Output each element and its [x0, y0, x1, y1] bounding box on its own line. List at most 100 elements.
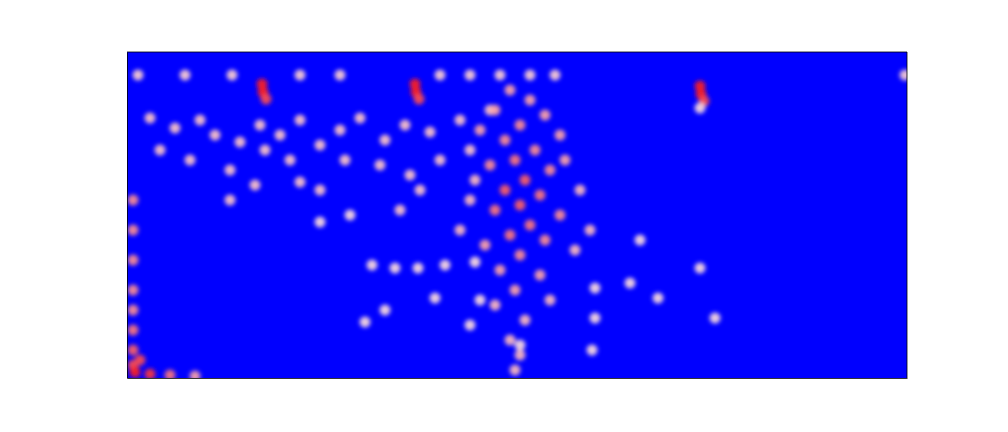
point-group	[135, 355, 146, 366]
point-group	[295, 115, 306, 126]
point-group	[390, 263, 401, 274]
point-group	[540, 110, 551, 121]
point	[145, 369, 156, 379]
point	[470, 175, 481, 186]
point-group	[590, 283, 601, 294]
point	[540, 110, 551, 121]
point	[455, 225, 466, 236]
point-group	[335, 70, 346, 81]
point-group	[480, 240, 491, 251]
point	[505, 85, 516, 96]
point-group	[500, 135, 511, 146]
point-group	[180, 70, 191, 81]
point-group	[475, 295, 486, 306]
point-group	[485, 160, 496, 171]
point	[560, 155, 571, 166]
point	[405, 170, 416, 181]
point-group	[255, 120, 266, 131]
point-group	[465, 195, 476, 206]
point	[295, 70, 306, 81]
point-group	[490, 205, 501, 216]
point	[465, 195, 476, 206]
point	[625, 278, 636, 289]
point-group	[710, 313, 721, 324]
point-group	[545, 165, 556, 176]
point-group	[170, 123, 181, 134]
point-group	[128, 285, 139, 296]
point	[335, 70, 346, 81]
point	[490, 105, 501, 116]
point-group	[465, 70, 476, 81]
point-group	[555, 130, 566, 141]
axis-line	[127, 53, 128, 379]
point	[133, 70, 144, 81]
point-group	[210, 130, 221, 141]
point	[510, 365, 521, 376]
point-group	[435, 155, 446, 166]
point-group	[414, 94, 425, 105]
point	[295, 177, 306, 188]
point-group	[695, 263, 706, 274]
point	[375, 160, 386, 171]
point	[545, 165, 556, 176]
point-group	[195, 115, 206, 126]
point	[465, 70, 476, 81]
point	[520, 175, 531, 186]
point-group	[133, 70, 144, 81]
point	[415, 185, 426, 196]
point	[495, 70, 506, 81]
point	[367, 260, 378, 271]
point-group	[128, 345, 139, 356]
point-group	[475, 125, 486, 136]
point-layer	[128, 70, 908, 379]
point-group	[535, 270, 546, 281]
point-group	[505, 230, 516, 241]
point	[480, 240, 491, 251]
point	[210, 130, 221, 141]
point-group	[490, 105, 501, 116]
point-group	[415, 185, 426, 196]
chart	[0, 0, 1008, 432]
point	[128, 255, 139, 266]
point-group	[128, 305, 139, 316]
point-group	[413, 263, 424, 274]
point	[275, 130, 286, 141]
point	[500, 185, 511, 196]
point	[590, 313, 601, 324]
point-group	[500, 185, 511, 196]
point	[335, 125, 346, 136]
point	[185, 155, 196, 166]
point	[575, 185, 586, 196]
point	[540, 235, 551, 246]
point	[590, 283, 601, 294]
point	[165, 370, 176, 379]
point-group	[155, 145, 166, 156]
point	[225, 165, 236, 176]
point-group	[261, 94, 272, 105]
point-group	[380, 135, 391, 146]
y-axis	[127, 53, 128, 379]
point	[695, 263, 706, 274]
points	[128, 70, 908, 379]
point-group	[130, 367, 141, 378]
point	[315, 140, 326, 151]
point-group	[250, 180, 261, 191]
point	[525, 95, 536, 106]
point	[515, 120, 526, 131]
point	[170, 123, 181, 134]
point-group	[515, 350, 526, 361]
point-group	[520, 175, 531, 186]
point-group	[225, 165, 236, 176]
point-group	[510, 285, 521, 296]
point-group	[340, 155, 351, 166]
point	[128, 195, 139, 206]
point-group	[540, 235, 551, 246]
point	[180, 70, 191, 81]
point-group	[515, 120, 526, 131]
point-group	[560, 155, 571, 166]
point-group	[315, 185, 326, 196]
point	[340, 155, 351, 166]
point-group	[535, 190, 546, 201]
point-group	[495, 265, 506, 276]
point	[261, 94, 272, 105]
